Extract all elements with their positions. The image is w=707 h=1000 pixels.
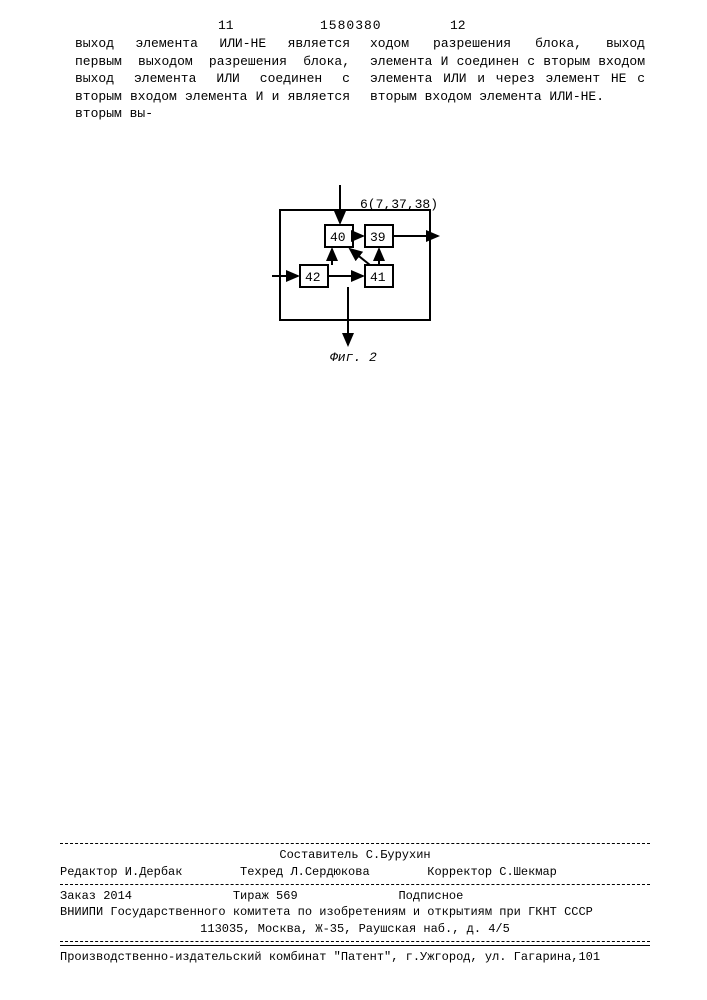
footer-sostavitel: Составитель С.Бурухин: [60, 847, 650, 864]
footer-tekhred: Техред Л.Сердюкова: [240, 865, 370, 879]
page-number-right: 12: [450, 18, 466, 33]
footer-org: ВНИИПИ Государственного комитета по изоб…: [60, 904, 650, 921]
footer-tirazh: Тираж 569: [233, 889, 298, 903]
block-diagram-svg: 6(7,37,38) 40 39 42 41: [270, 180, 440, 350]
footer-colophon: Составитель С.Бурухин Редактор И.Дербак …: [60, 840, 650, 966]
node-42: 42: [305, 270, 321, 285]
figure-caption: Фиг. 2: [330, 350, 377, 365]
figure-diagram: 6(7,37,38) 40 39 42 41: [270, 180, 440, 350]
footer-zakaz: Заказ 2014: [60, 889, 132, 903]
node-41: 41: [370, 270, 386, 285]
body-text-right-column: ходом разрешения блока, выход элемента И…: [370, 35, 645, 105]
footer-podpisnoe: Подписное: [398, 889, 463, 903]
footer-publisher: Производственно-издательский комбинат "П…: [60, 949, 650, 966]
body-text-left-column: выход элемента ИЛИ-НЕ является первым вы…: [75, 35, 350, 123]
page-number-left: 11: [218, 18, 234, 33]
node-40: 40: [330, 230, 346, 245]
footer-korrektor: Корректор С.Шекмар: [427, 865, 557, 879]
outer-label: 6(7,37,38): [360, 197, 438, 212]
footer-address: 113035, Москва, Ж-35, Раушская наб., д. …: [60, 921, 650, 938]
document-number: 1580380: [320, 18, 382, 33]
footer-redaktor: Редактор И.Дербак: [60, 865, 182, 879]
node-39: 39: [370, 230, 386, 245]
